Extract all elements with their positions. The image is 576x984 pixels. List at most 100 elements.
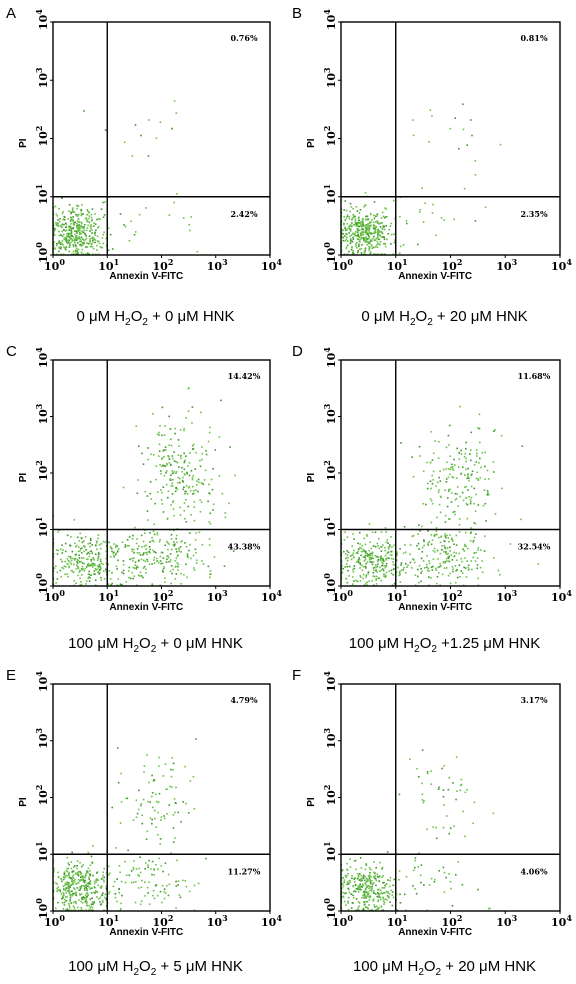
data-point <box>432 549 435 552</box>
data-point <box>359 580 362 582</box>
data-point <box>147 560 149 563</box>
x-tick-label: 100 <box>332 913 353 929</box>
data-point <box>501 487 503 490</box>
data-point <box>99 560 102 563</box>
data-point <box>348 565 351 568</box>
data-point <box>381 887 384 889</box>
data-point <box>432 479 434 481</box>
data-point <box>417 243 419 246</box>
data-point <box>61 212 64 215</box>
data-point <box>97 553 100 556</box>
data-point <box>364 551 367 554</box>
data-point <box>81 537 83 540</box>
data-point <box>441 573 444 576</box>
data-point <box>68 226 71 228</box>
data-point <box>57 871 59 874</box>
data-point <box>383 238 386 241</box>
data-point <box>80 900 82 903</box>
data-point <box>461 572 464 574</box>
data-point <box>136 812 139 815</box>
data-point <box>381 231 383 233</box>
data-point <box>357 888 360 891</box>
data-point <box>135 868 138 870</box>
data-point <box>64 230 67 232</box>
data-point <box>427 530 429 532</box>
data-point <box>139 571 142 574</box>
data-point <box>357 245 360 248</box>
data-point <box>388 896 390 898</box>
data-point <box>105 571 108 574</box>
data-point <box>86 219 89 221</box>
data-point <box>168 457 171 460</box>
data-point <box>90 550 93 552</box>
data-point <box>447 788 450 791</box>
data-point <box>75 247 78 250</box>
data-point <box>88 573 91 576</box>
data-point <box>428 141 430 143</box>
x-axis-title: Annexin V-FITC <box>398 927 472 938</box>
data-point <box>118 865 121 867</box>
data-point <box>364 558 367 561</box>
data-point <box>418 776 420 778</box>
data-point <box>369 251 372 253</box>
data-point <box>448 873 450 875</box>
data-point <box>170 479 173 481</box>
data-point <box>102 233 104 236</box>
data-point <box>228 502 230 505</box>
data-point <box>404 551 407 554</box>
data-point <box>57 901 59 904</box>
data-point <box>364 550 367 553</box>
data-point <box>89 873 92 875</box>
data-point <box>66 242 69 245</box>
data-point <box>68 236 71 239</box>
data-point <box>135 816 138 819</box>
data-point <box>475 551 478 554</box>
data-point <box>476 564 479 566</box>
data-point <box>96 559 99 562</box>
data-point <box>372 890 375 892</box>
data-point <box>130 870 133 872</box>
data-point <box>464 835 466 838</box>
data-point <box>372 221 375 224</box>
data-point <box>104 541 107 543</box>
data-point <box>132 534 134 537</box>
data-point <box>114 553 117 556</box>
data-point <box>141 554 144 556</box>
scatter-points <box>340 103 502 256</box>
data-point <box>402 244 405 246</box>
data-point <box>68 863 70 866</box>
data-point <box>135 799 138 801</box>
data-point <box>343 539 346 541</box>
data-point <box>177 811 179 814</box>
data-point <box>102 242 105 245</box>
data-point <box>121 583 123 586</box>
data-point <box>172 500 175 502</box>
y-tick-label: 104 <box>34 671 50 692</box>
data-point <box>464 543 466 546</box>
data-point <box>170 463 172 466</box>
data-point <box>412 885 414 887</box>
data-point <box>384 884 386 887</box>
data-point <box>437 788 440 790</box>
data-point <box>360 880 363 882</box>
data-point <box>53 567 56 569</box>
data-point <box>84 234 87 236</box>
x-tick-label: 102 <box>442 588 463 604</box>
y-tick-label: 102 <box>322 126 338 147</box>
data-point <box>70 902 73 904</box>
data-point <box>358 236 361 239</box>
data-point <box>184 765 186 768</box>
data-point <box>352 224 355 226</box>
data-point <box>53 229 56 232</box>
data-point <box>464 452 467 455</box>
data-point <box>373 584 375 587</box>
data-point <box>444 560 447 563</box>
data-point <box>430 783 432 785</box>
data-point <box>359 887 361 889</box>
data-point <box>446 567 448 569</box>
data-point <box>89 898 92 901</box>
data-point <box>55 565 57 567</box>
data-point <box>362 577 364 580</box>
data-point <box>463 545 466 547</box>
data-point <box>75 250 78 253</box>
